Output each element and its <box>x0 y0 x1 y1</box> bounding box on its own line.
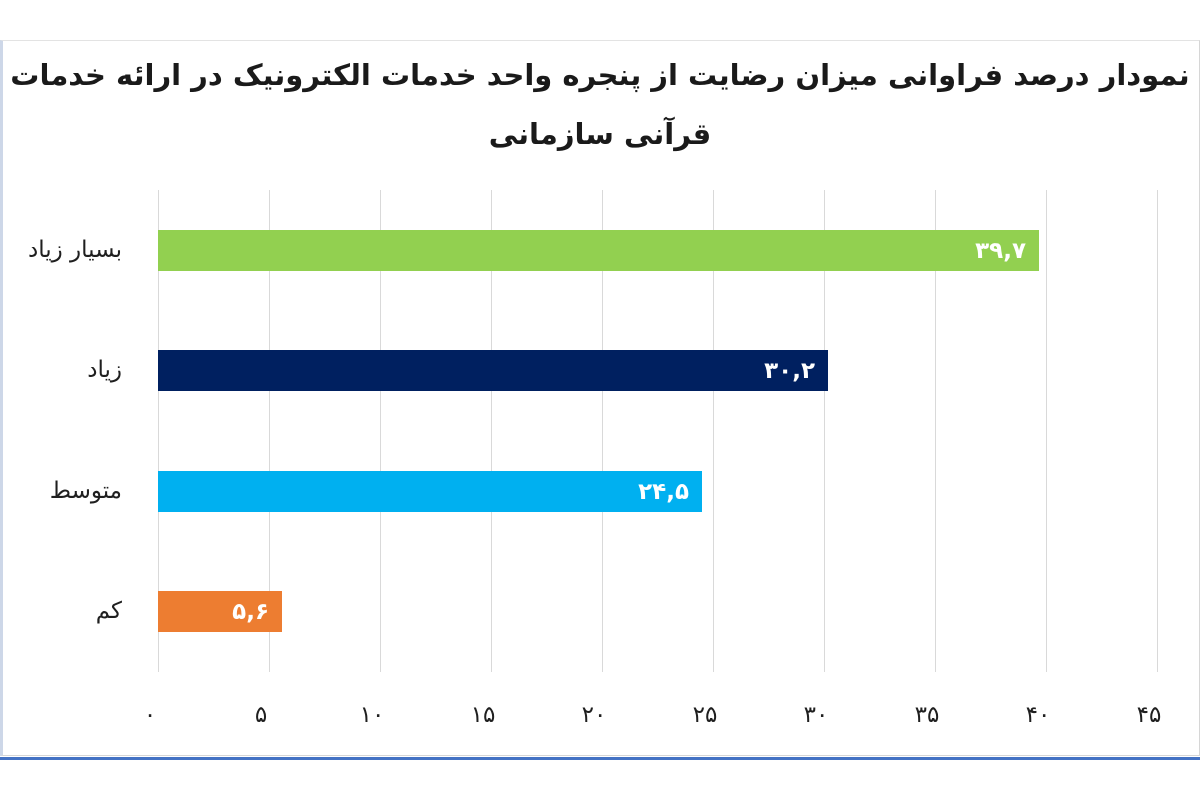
gridline <box>380 190 381 672</box>
bar-value-label: ۳۰,۲ <box>764 357 815 384</box>
gridline <box>269 190 270 672</box>
x-tick-label: ۳۰ <box>803 702 829 728</box>
chart-title-line-2: قرآنی سازمانی <box>488 117 712 151</box>
x-tick-label: ۰ <box>143 702 157 728</box>
bar-3: ۵,۶ <box>158 591 282 632</box>
chart-title: نمودار درصد فراوانی میزان رضایت از پنجره… <box>0 56 1200 153</box>
category-label: کم <box>95 598 122 624</box>
x-tick-label: ۳۵ <box>914 702 940 728</box>
gridline <box>1157 190 1158 672</box>
bottom-accent-line <box>0 757 1200 760</box>
chart-frame <box>0 40 1200 756</box>
x-tick-label: ۴۵ <box>1136 702 1162 728</box>
x-tick-label: ۲۵ <box>692 702 718 728</box>
bar-value-label: ۳۹,۷ <box>975 237 1026 264</box>
category-label: متوسط <box>49 478 122 504</box>
gridline <box>158 190 159 672</box>
y-axis-labels: بسیار زیاد زیاد متوسط کم <box>0 190 122 672</box>
x-tick-label: ۴۰ <box>1025 702 1051 728</box>
bar-0: ۳۹,۷ <box>158 230 1039 271</box>
category-label: بسیار زیاد <box>27 237 122 263</box>
bar-2: ۲۴,۵ <box>158 471 702 512</box>
category-label: زیاد <box>87 357 122 383</box>
x-tick-label: ۱۵ <box>470 702 496 728</box>
gridline <box>824 190 825 672</box>
chart-title-line-1: نمودار درصد فراوانی میزان رضایت از پنجره… <box>10 58 1190 92</box>
x-tick-label: ۱۰ <box>359 702 385 728</box>
bar-1: ۳۰,۲ <box>158 350 828 391</box>
gridline <box>491 190 492 672</box>
plot-area: ۳۹,۷ ۳۰,۲ ۲۴,۵ ۵,۶ <box>158 190 1158 672</box>
gridline <box>1046 190 1047 672</box>
x-tick-label: ۵ <box>254 702 268 728</box>
gridline <box>935 190 936 672</box>
gridline <box>602 190 603 672</box>
gridline <box>713 190 714 672</box>
x-axis-labels: ۰ ۵ ۱۰ ۱۵ ۲۰ ۲۵ ۳۰ ۳۵ ۴۰ ۴۵ <box>0 698 1200 738</box>
bar-value-label: ۵,۶ <box>232 598 269 625</box>
x-tick-label: ۲۰ <box>581 702 607 728</box>
bar-value-label: ۲۴,۵ <box>638 478 689 505</box>
